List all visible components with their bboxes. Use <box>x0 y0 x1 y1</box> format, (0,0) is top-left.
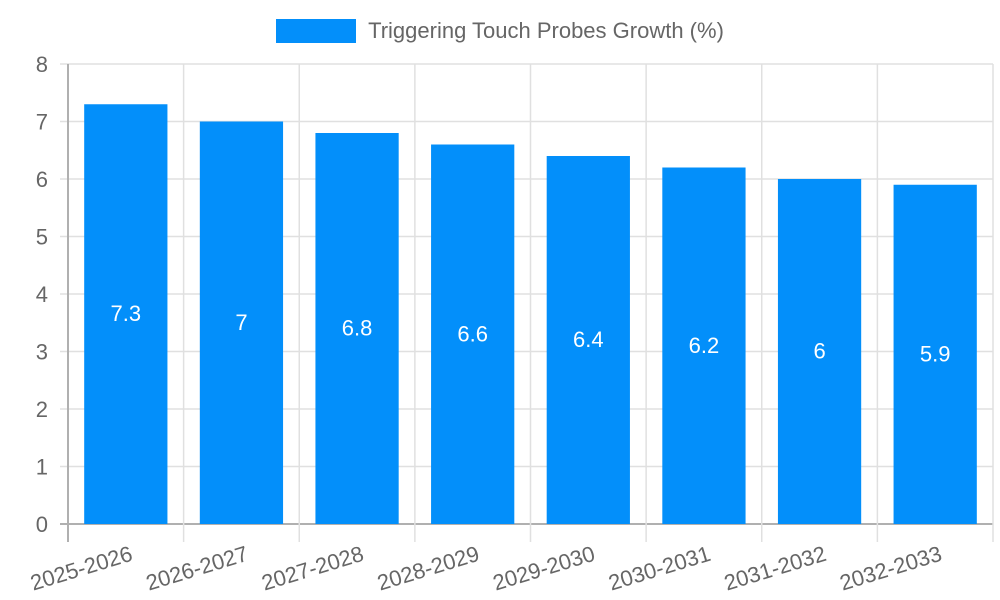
x-tick-label: 2029-2030 <box>490 541 598 596</box>
data-label: 5.9 <box>920 341 951 366</box>
data-label: 7.3 <box>111 301 142 326</box>
bar[interactable] <box>546 156 630 524</box>
legend-label[interactable]: Triggering Touch Probes Growth (%) <box>368 18 724 43</box>
bar[interactable] <box>431 144 515 525</box>
y-tick-label: 6 <box>36 167 48 192</box>
data-label: 6.6 <box>457 321 488 346</box>
bar[interactable] <box>199 121 284 525</box>
x-tick-label: 2030-2031 <box>605 541 713 596</box>
y-tick-label: 2 <box>36 397 48 422</box>
data-label: 6.8 <box>342 316 373 341</box>
x-tick-label: 2031-2032 <box>721 541 829 596</box>
bar[interactable] <box>315 133 399 524</box>
y-tick-label: 0 <box>36 512 48 537</box>
data-label: 6 <box>813 339 825 364</box>
data-label: 6.2 <box>689 333 720 358</box>
data-label: 7 <box>235 310 247 335</box>
x-tick-label: 2032-2033 <box>837 541 945 596</box>
bar[interactable] <box>84 104 168 524</box>
x-tick-label: 2025-2026 <box>27 541 135 596</box>
bar[interactable] <box>893 184 977 524</box>
chart-legend: Triggering Touch Probes Growth (%) <box>0 18 1000 44</box>
legend-swatch[interactable] <box>276 19 357 43</box>
bar[interactable] <box>662 167 746 525</box>
y-tick-label: 3 <box>36 340 48 365</box>
bar[interactable] <box>777 179 862 524</box>
y-tick-label: 5 <box>36 225 48 250</box>
y-tick-label: 1 <box>36 455 48 480</box>
x-tick-label: 2027-2028 <box>259 541 367 596</box>
x-tick-label: 2026-2027 <box>143 541 251 596</box>
y-tick-label: 4 <box>36 282 48 307</box>
data-label: 6.4 <box>573 327 604 352</box>
y-tick-label: 8 <box>36 52 48 77</box>
x-tick-label: 2028-2029 <box>374 541 482 596</box>
y-tick-label: 7 <box>36 110 48 135</box>
